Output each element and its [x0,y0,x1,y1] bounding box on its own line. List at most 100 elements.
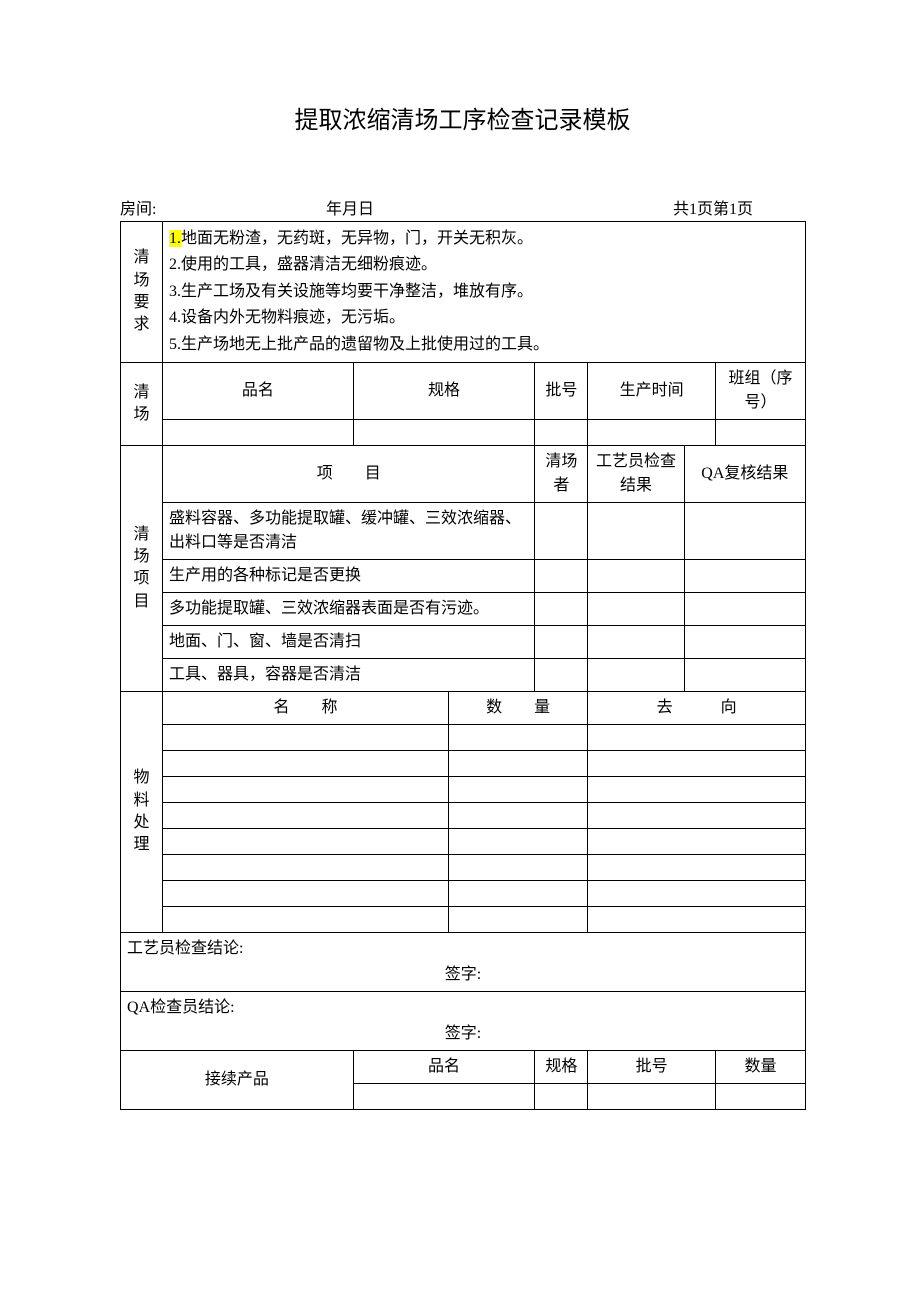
items-row: 地面、门、窗、墙是否清扫 [121,625,806,658]
material-cell [163,906,449,932]
req-item3: 3.生产工场及有关设施等均要干净整洁，堆放有序。 [169,279,799,305]
material-cell [448,802,587,828]
header-row: 房间: 年月日 共1页第1页 [120,195,806,219]
req-item1: 地面无粉渣，无药斑，无异物，门，开关无积灰。 [181,230,533,247]
next-label: 接续产品 [121,1050,354,1109]
material-row [121,880,806,906]
items-row4: 地面、门、窗、墙是否清扫 [163,625,535,658]
room-label: 房间: [120,195,180,219]
qa-conclusion-row: QA检查员结论: [121,991,806,1022]
next-col2: 规格 [535,1050,588,1083]
qc-cell [535,419,588,445]
items-cell [588,625,684,658]
requirements-content: 1.地面无粉渣，无药斑，无异物，门，开关无积灰。 2.使用的工具，盛器清洁无细粉… [163,222,806,363]
next-cell [716,1083,806,1109]
qc-col2: 规格 [353,362,535,419]
items-header-cleaner: 清场者 [535,445,588,502]
items-header-row: 清场项目 项 目 清场者 工艺员检查结果 QA复核结果 [121,445,806,502]
material-cell [588,776,806,802]
items-cell [588,559,684,592]
items-row5: 工具、器具，容器是否清洁 [163,658,535,691]
material-row [121,906,806,932]
material-col-qty: 数 量 [448,691,587,724]
qc-cell [716,419,806,445]
tech-conclusion-row: 工艺员检查结论: [121,932,806,963]
items-cell [684,502,805,559]
page-label: 共1页第1页 [520,195,806,219]
items-cell [535,592,588,625]
material-cell [448,750,587,776]
material-col-name: 名 称 [163,691,449,724]
req-item2: 2.使用的工具，盛器清洁无细粉痕迹。 [169,252,799,278]
material-cell [588,880,806,906]
material-cell [588,828,806,854]
requirements-label: 清场要求 [121,222,163,363]
material-cell [588,854,806,880]
requirements-row: 清场要求 1.地面无粉渣，无药斑，无异物，门，开关无积灰。 2.使用的工具，盛器… [121,222,806,363]
material-row [121,750,806,776]
material-row [121,828,806,854]
items-cell [535,502,588,559]
items-cell [535,658,588,691]
next-cell [535,1083,588,1109]
material-label: 物料处理 [121,691,163,932]
material-cell [448,906,587,932]
items-header-tech: 工艺员检查结果 [588,445,684,502]
qc-header-row: 清场 品名 规格 批号 生产时间 班组（序号） [121,362,806,419]
material-row [121,776,806,802]
material-cell [588,750,806,776]
items-cell [684,658,805,691]
material-cell [163,750,449,776]
qc-cell [588,419,716,445]
items-cell [684,625,805,658]
material-cell [163,802,449,828]
qa-sign-label: 签字: [121,1022,806,1051]
req-item5: 5.生产场地无上批产品的遗留物及上批使用过的工具。 [169,332,799,358]
items-row3: 多功能提取罐、三效浓缩器表面是否有污迹。 [163,592,535,625]
items-cell [684,592,805,625]
next-cell [353,1083,535,1109]
document-title: 提取浓缩清场工序检查记录模板 [120,100,805,135]
items-label: 清场项目 [121,445,163,691]
items-row1: 盛料容器、多功能提取罐、缓冲罐、三效浓缩器、出料口等是否清洁 [163,502,535,559]
material-cell [163,724,449,750]
qc-cell [353,419,535,445]
items-cell [588,658,684,691]
qc-col5: 班组（序号） [716,362,806,419]
material-cell [588,802,806,828]
material-row [121,854,806,880]
date-label: 年月日 [180,195,520,219]
material-cell [588,724,806,750]
items-row: 生产用的各种标记是否更换 [121,559,806,592]
qa-conclusion-label: QA检查员结论: [121,991,806,1022]
main-table: 清场要求 1.地面无粉渣，无药斑，无异物，门，开关无积灰。 2.使用的工具，盛器… [120,221,806,1110]
items-cell [684,559,805,592]
qc-cell [163,419,354,445]
material-header-row: 物料处理 名 称 数 量 去 向 [121,691,806,724]
material-cell [163,776,449,802]
qc-label: 清场 [121,362,163,445]
material-row [121,724,806,750]
items-cell [535,625,588,658]
items-row2: 生产用的各种标记是否更换 [163,559,535,592]
items-row: 多功能提取罐、三效浓缩器表面是否有污迹。 [121,592,806,625]
material-col-dest: 去 向 [588,691,806,724]
next-col4: 数量 [716,1050,806,1083]
tech-sign-label: 签字: [121,963,806,992]
material-cell [448,724,587,750]
material-cell [448,880,587,906]
tech-sign-row: 签字: [121,963,806,992]
qa-sign-row: 签字: [121,1022,806,1051]
material-cell [163,854,449,880]
qc-col1: 品名 [163,362,354,419]
material-cell [163,828,449,854]
material-cell [588,906,806,932]
req-item1-prefix: 1. [169,230,181,247]
items-row: 盛料容器、多功能提取罐、缓冲罐、三效浓缩器、出料口等是否清洁 [121,502,806,559]
qc-col3: 批号 [535,362,588,419]
material-cell [448,776,587,802]
items-cell [588,592,684,625]
next-header-row: 接续产品 品名 规格 批号 数量 [121,1050,806,1083]
items-cell [535,559,588,592]
req-item4: 4.设备内外无物料痕迹，无污垢。 [169,305,799,331]
